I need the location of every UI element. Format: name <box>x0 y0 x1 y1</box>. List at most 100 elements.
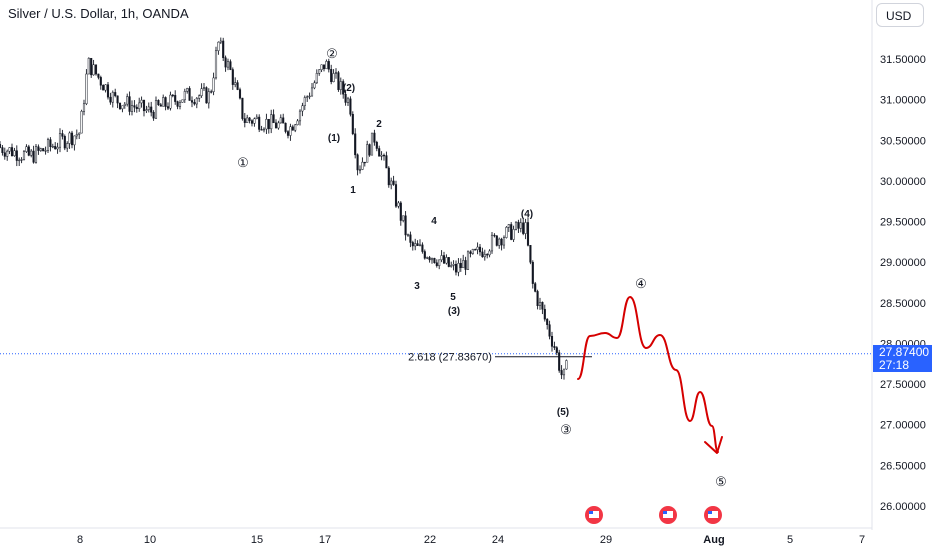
candle-body <box>529 245 532 263</box>
candle-body <box>483 254 486 258</box>
candle-body <box>138 102 141 109</box>
candle-body <box>123 103 126 106</box>
candle-body <box>6 150 9 157</box>
candle-body <box>394 184 398 207</box>
candle-body <box>27 146 30 156</box>
candle-body <box>219 40 222 43</box>
price-tick-label: 27.00000 <box>880 420 926 432</box>
candle-body <box>466 251 470 270</box>
candle-body <box>73 135 76 146</box>
wave-label: (1) <box>328 133 340 144</box>
candle-body <box>514 221 518 230</box>
candle-body <box>205 87 208 104</box>
candle-body <box>260 129 263 131</box>
price-tick-label: 29.00000 <box>880 257 926 269</box>
candle-body <box>159 104 162 107</box>
candle-body <box>1 147 4 153</box>
wave-label: (5) <box>557 407 569 418</box>
us-flag-icon-stripes <box>589 511 599 518</box>
candle-body <box>102 84 105 91</box>
candle-body <box>354 133 357 156</box>
wave-label: 5 <box>450 292 456 303</box>
current-price-label: 27.87400 27:18 <box>873 345 932 372</box>
candle-body <box>202 87 206 89</box>
projection-path[interactable] <box>577 295 719 453</box>
candle-body <box>246 117 249 123</box>
candle-body <box>121 105 124 110</box>
candle-body <box>234 82 237 85</box>
candle-body <box>390 180 393 186</box>
candle-body <box>430 257 434 261</box>
time-tick-label: 5 <box>787 534 793 546</box>
candle-body <box>550 336 554 347</box>
candle-body <box>495 235 498 246</box>
candle-body <box>114 92 117 97</box>
candle-body <box>435 262 438 266</box>
candle-body <box>255 116 258 119</box>
candle-body <box>282 117 285 124</box>
candle-body <box>241 97 244 119</box>
time-tick-label: 10 <box>144 534 156 546</box>
candle-body <box>344 93 347 103</box>
candle-body <box>80 110 83 134</box>
wave-label: 2 <box>376 119 382 130</box>
candle-body <box>212 77 215 92</box>
candle-body <box>178 102 182 107</box>
candle-body <box>147 106 150 110</box>
currency-button[interactable]: USD <box>876 3 924 27</box>
candle-body <box>274 122 278 129</box>
candle-body <box>25 146 28 152</box>
wave-label: (3) <box>448 306 460 317</box>
candle-body <box>476 246 479 250</box>
candle-body <box>262 128 266 131</box>
candle-body <box>502 237 506 246</box>
candle-body <box>176 101 179 107</box>
candle-body <box>320 64 323 71</box>
candle-body <box>382 154 386 157</box>
candle-body <box>462 260 465 269</box>
candle-body <box>99 77 102 86</box>
candle-body <box>13 150 16 157</box>
candle-body <box>349 98 352 115</box>
candle-body <box>22 151 26 160</box>
wave-label: ⑤ <box>715 474 727 489</box>
candle-body <box>373 132 376 143</box>
candle-body <box>452 263 455 266</box>
candle-body <box>416 243 419 246</box>
candle-body <box>378 148 381 157</box>
candle-body <box>34 146 38 163</box>
candle-body <box>63 136 66 149</box>
candle-body <box>145 109 148 112</box>
candle-body <box>546 318 549 325</box>
candle-body <box>171 94 174 97</box>
candle-body <box>166 106 170 109</box>
price-tick-label: 31.50000 <box>880 54 926 66</box>
candle-body <box>301 105 304 112</box>
candle-body <box>471 249 474 254</box>
candle-body <box>142 99 146 112</box>
candle-body <box>298 110 302 122</box>
wave-label: (2) <box>343 83 355 94</box>
candle-body <box>37 146 40 151</box>
candle-body <box>222 40 225 59</box>
candle-body <box>154 100 158 119</box>
candle-body <box>522 222 525 234</box>
wave-label: 3 <box>414 281 420 292</box>
candle-body <box>555 347 558 353</box>
candle-body <box>334 72 338 74</box>
candle-body <box>68 132 71 144</box>
candle-body <box>207 91 210 104</box>
candle-body <box>447 257 450 267</box>
candle-body <box>118 102 122 110</box>
candle-body <box>411 242 414 247</box>
candle-body <box>277 122 280 129</box>
candle-body <box>442 255 446 264</box>
time-tick-label: Aug <box>703 534 724 546</box>
candle-body <box>248 117 251 121</box>
candle-body <box>474 249 477 251</box>
candle-body <box>267 118 270 130</box>
candle-body <box>517 221 520 229</box>
candle-body <box>224 57 227 68</box>
candle-body <box>306 96 309 98</box>
